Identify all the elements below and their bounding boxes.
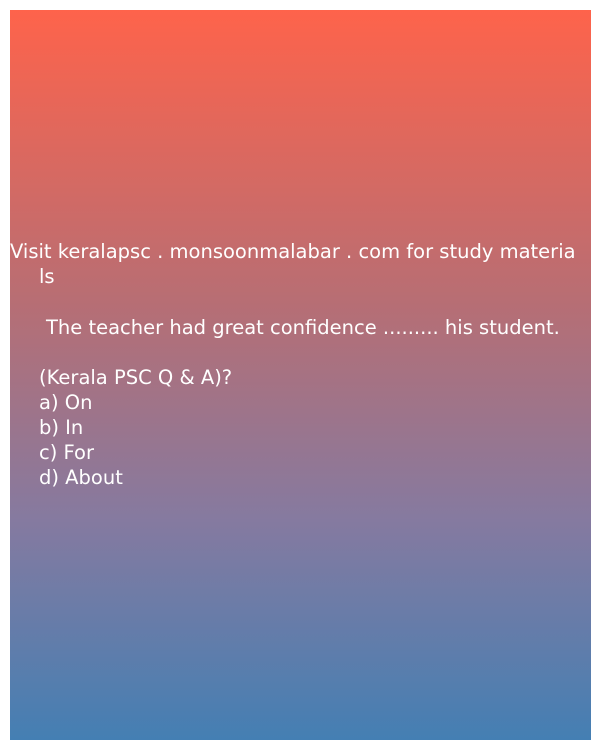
- option-c: c) For: [39, 441, 94, 464]
- option-a: a) On: [39, 391, 93, 414]
- answer-options: a) On b) In c) For d) About: [39, 390, 123, 490]
- question-source: (Kerala PSC Q & A)?: [39, 366, 233, 389]
- option-d: d) About: [39, 466, 123, 489]
- question-text: The teacher had great confidence .......…: [46, 316, 560, 339]
- promo-text-line-2: ls: [39, 265, 55, 288]
- question-card: Visit keralapsc . monsoonmalabar . com f…: [10, 10, 591, 740]
- promo-text-line-1: Visit keralapsc . monsoonmalabar . com f…: [10, 240, 576, 263]
- option-b: b) In: [39, 416, 84, 439]
